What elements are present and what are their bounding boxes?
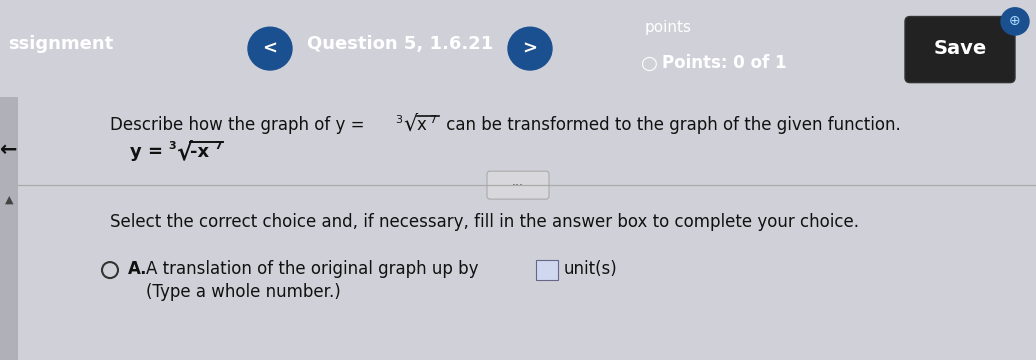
Text: √: √ [403,115,418,135]
Circle shape [1001,8,1029,35]
Text: (Type a whole number.): (Type a whole number.) [146,283,341,301]
Text: A.: A. [128,260,147,278]
Text: >: > [522,40,538,58]
Text: ssignment: ssignment [8,35,113,53]
Text: 3: 3 [168,141,176,151]
Bar [0,97,18,360]
Text: ○: ○ [641,54,658,73]
Circle shape [248,27,292,70]
Text: A translation of the original graph up by: A translation of the original graph up b… [146,260,479,278]
Text: ▲: ▲ [5,195,13,205]
Text: <: < [262,40,278,58]
Text: √: √ [176,140,192,164]
Text: ⊕: ⊕ [1009,14,1020,28]
Text: Question 5, 1.6.21: Question 5, 1.6.21 [307,35,493,53]
Text: 3: 3 [395,115,402,125]
FancyBboxPatch shape [487,171,549,199]
Text: ···: ··· [512,179,524,192]
Text: 7: 7 [429,115,436,125]
Text: ←: ← [0,140,18,160]
Text: 7: 7 [214,141,222,151]
Text: Save: Save [933,39,986,58]
Text: x: x [418,116,427,134]
Circle shape [508,27,552,70]
Text: Select the correct choice and, if necessary, fill in the answer box to complete : Select the correct choice and, if necess… [110,213,859,231]
Text: unit(s): unit(s) [564,260,617,278]
Bar [536,260,558,280]
Text: -x: -x [190,143,209,161]
Text: Describe how the graph of y =: Describe how the graph of y = [110,116,370,134]
Text: can be transformed to the graph of the given function.: can be transformed to the graph of the g… [441,116,900,134]
Text: y =: y = [130,143,169,161]
FancyBboxPatch shape [905,17,1015,83]
Text: Points: 0 of 1: Points: 0 of 1 [662,54,786,72]
Text: points: points [645,20,692,35]
